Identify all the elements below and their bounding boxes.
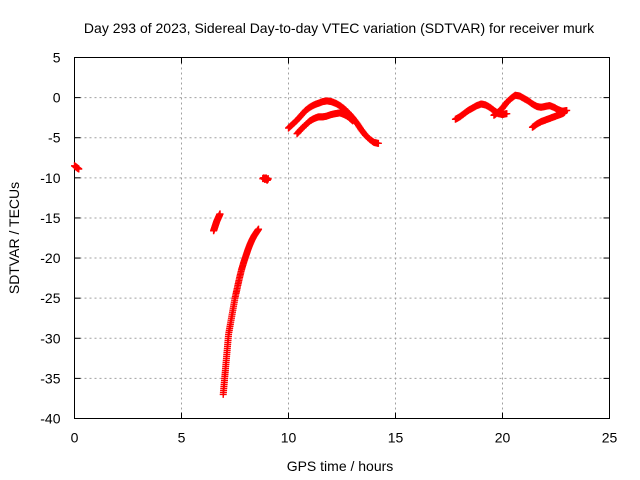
plot-frame <box>74 57 610 419</box>
data-point <box>264 175 272 183</box>
data-point <box>349 117 357 125</box>
data-point <box>255 225 263 233</box>
y-tick-label: -25 <box>40 290 60 306</box>
chart-title: Day 293 of 2023, Sidereal Day-to-day VTE… <box>84 20 595 36</box>
y-tick-label: 5 <box>53 50 61 66</box>
x-tick-label: 0 <box>71 430 79 446</box>
data-points <box>71 91 571 398</box>
y-tick-label: 0 <box>53 90 61 106</box>
y-tick-label: -10 <box>40 170 60 186</box>
x-tick-label: 25 <box>602 430 618 446</box>
y-tick-label: -20 <box>40 250 60 266</box>
y-tick-label: -35 <box>40 370 60 386</box>
x-tick-label: 10 <box>281 430 297 446</box>
data-point <box>503 110 511 118</box>
data-point <box>374 139 382 147</box>
y-tick-label: -15 <box>40 210 60 226</box>
y-tick-label: -40 <box>40 411 60 427</box>
data-point <box>75 165 83 173</box>
y-tick-label: -30 <box>40 330 60 346</box>
x-tick-label: 5 <box>178 430 186 446</box>
axis-ticks: 0 5 10 15 20 25 5 0 -5 -10 -15 -20 -25 -30 -35 -40 <box>40 50 617 446</box>
x-axis-label: GPS time / hours <box>287 458 394 474</box>
x-tick-label: 15 <box>388 430 404 446</box>
x-tick-label: 20 <box>495 430 511 446</box>
data-point <box>561 108 569 116</box>
data-point <box>216 210 224 218</box>
y-axis-label: SDTVAR / TECUs <box>6 182 22 294</box>
y-tick-label: -5 <box>48 130 61 146</box>
